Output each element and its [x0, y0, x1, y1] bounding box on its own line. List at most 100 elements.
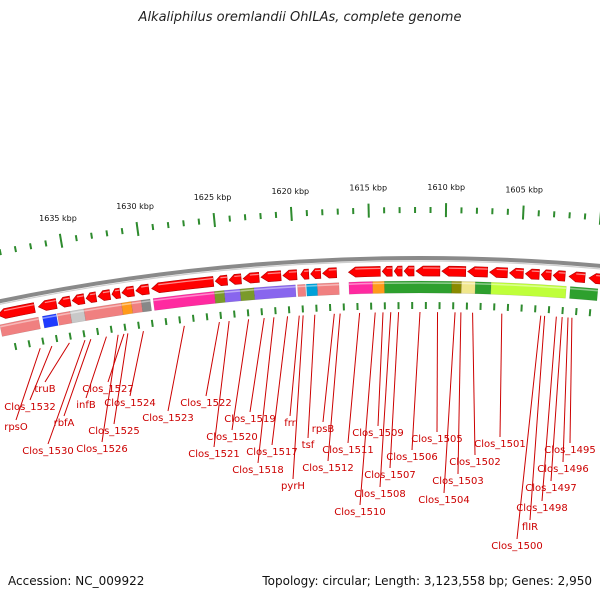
- gene-label: Clos_1500: [491, 541, 543, 552]
- gene-leader-line: [101, 334, 119, 443]
- gene-leader-line: [379, 312, 392, 488]
- gene-leader-line: [15, 348, 41, 421]
- gene-leader-line: [389, 312, 400, 469]
- gene-tick: [137, 321, 141, 329]
- gene-label: Clos_1495: [544, 445, 596, 456]
- genome-summary: Topology: circular; Length: 3,123,558 bp…: [262, 574, 592, 588]
- gene-arrow-track: [0, 265, 600, 319]
- gene-leader-line: [292, 315, 304, 480]
- gene-tick: [54, 334, 59, 343]
- gene-leader-line: [443, 312, 456, 494]
- cog-segment: [253, 284, 297, 301]
- gene-tick: [178, 316, 182, 324]
- ruler-tick: [29, 243, 33, 250]
- gene-label: Clos_1511: [322, 445, 374, 456]
- ruler-tick: [0, 249, 2, 256]
- gene-label: Clos_1523: [142, 413, 194, 424]
- cog-segment: [297, 283, 307, 297]
- gene-tick: [150, 319, 154, 327]
- gene-leader-line: [359, 312, 376, 506]
- ruler-tick: [135, 221, 140, 237]
- gene-tick: [96, 327, 100, 336]
- gene-tick: [123, 323, 127, 331]
- gene-tick: [274, 307, 277, 315]
- gene-label: Clos_1526: [76, 444, 128, 455]
- cog-segment: [56, 310, 73, 326]
- gene-leader-line: [307, 314, 316, 439]
- gene-tick: [246, 309, 250, 317]
- gene-leader-line: [347, 312, 361, 444]
- gene-label: Clos_1518: [232, 465, 284, 476]
- ruler-tick: [228, 215, 231, 222]
- ruler-tick: [212, 212, 216, 228]
- gene-tick: [109, 325, 113, 333]
- ruler-tick: [151, 223, 155, 231]
- gene-label: Clos_1504: [418, 495, 470, 506]
- ruler-label: 1615 kbp: [349, 184, 387, 193]
- cog-segment: [223, 288, 242, 303]
- gene-leader-line: [129, 331, 144, 397]
- ruler-tick: [197, 218, 201, 225]
- gene-label: Clos_1521: [188, 449, 240, 460]
- gene-leader-line: [213, 321, 230, 448]
- ruler-tick: [58, 233, 64, 248]
- gene-leader-line: [472, 312, 476, 456]
- gene-label: Clos_1508: [354, 489, 406, 500]
- gene-label: Clos_1532: [4, 402, 56, 413]
- gene-label: Clos_1520: [206, 432, 258, 443]
- cog-segment: [214, 290, 226, 304]
- ruler-tick: [44, 240, 48, 247]
- gene-leader-line: [113, 333, 129, 425]
- cog-segment: [41, 313, 59, 329]
- gene-label: pyrH: [281, 481, 305, 492]
- gene-leader-line: [167, 325, 185, 412]
- gene-tick: [575, 308, 578, 316]
- gene-leader-line: [550, 317, 563, 482]
- ruler-tick: [289, 206, 293, 221]
- gene-label: truB: [34, 384, 55, 395]
- gene-label: Clos_1510: [334, 507, 386, 518]
- cog-segment: [239, 287, 256, 302]
- gene-leader-line: [63, 338, 92, 417]
- gene-tick: [588, 309, 592, 317]
- gene-tick: [27, 340, 31, 348]
- backbone-track: [0, 256, 600, 305]
- gene-tick: [164, 317, 168, 326]
- gene-leader-line: [541, 316, 557, 502]
- gene-tick: [205, 313, 209, 321]
- cog-segment: [569, 286, 599, 302]
- gene-tick: [68, 332, 72, 340]
- gene-label: infB: [76, 400, 96, 411]
- gene-leader-line: [257, 317, 275, 464]
- gene-tick: [233, 310, 236, 318]
- cog-segment: [306, 283, 319, 297]
- gene-label: Clos_1503: [432, 476, 484, 487]
- gene-leader-line: [322, 313, 335, 423]
- gene-leader-line: [107, 333, 125, 383]
- gene-label: Clos_1527: [82, 384, 134, 395]
- cog-segment: [461, 281, 476, 295]
- cog-segment: [121, 301, 134, 316]
- ruler-tick: [521, 205, 525, 220]
- gene-leader-line: [289, 315, 300, 417]
- gene-leader-line: [327, 313, 341, 462]
- gene-label: tsf: [302, 440, 315, 451]
- cog-segment: [83, 302, 124, 322]
- backbone-line: [0, 256, 600, 304]
- gene-leader-line: [47, 339, 86, 445]
- gene-label: Clos_1509: [352, 428, 404, 439]
- gene-label: Clos_1524: [104, 398, 156, 409]
- gene-label: Clos_1505: [411, 434, 463, 445]
- ruler-label: 1610 kbp: [427, 183, 465, 192]
- gene-label: Clos_1517: [246, 447, 298, 458]
- ruler-label: 1630 kbp: [116, 202, 154, 211]
- gene-label: Clos_1501: [474, 439, 526, 450]
- ruler-label: 1605 kbp: [505, 186, 543, 195]
- gene-leader-line: [411, 311, 421, 451]
- gene-tick: [260, 308, 264, 316]
- cog-segment: [316, 282, 340, 296]
- gene-leader-line: [457, 312, 462, 475]
